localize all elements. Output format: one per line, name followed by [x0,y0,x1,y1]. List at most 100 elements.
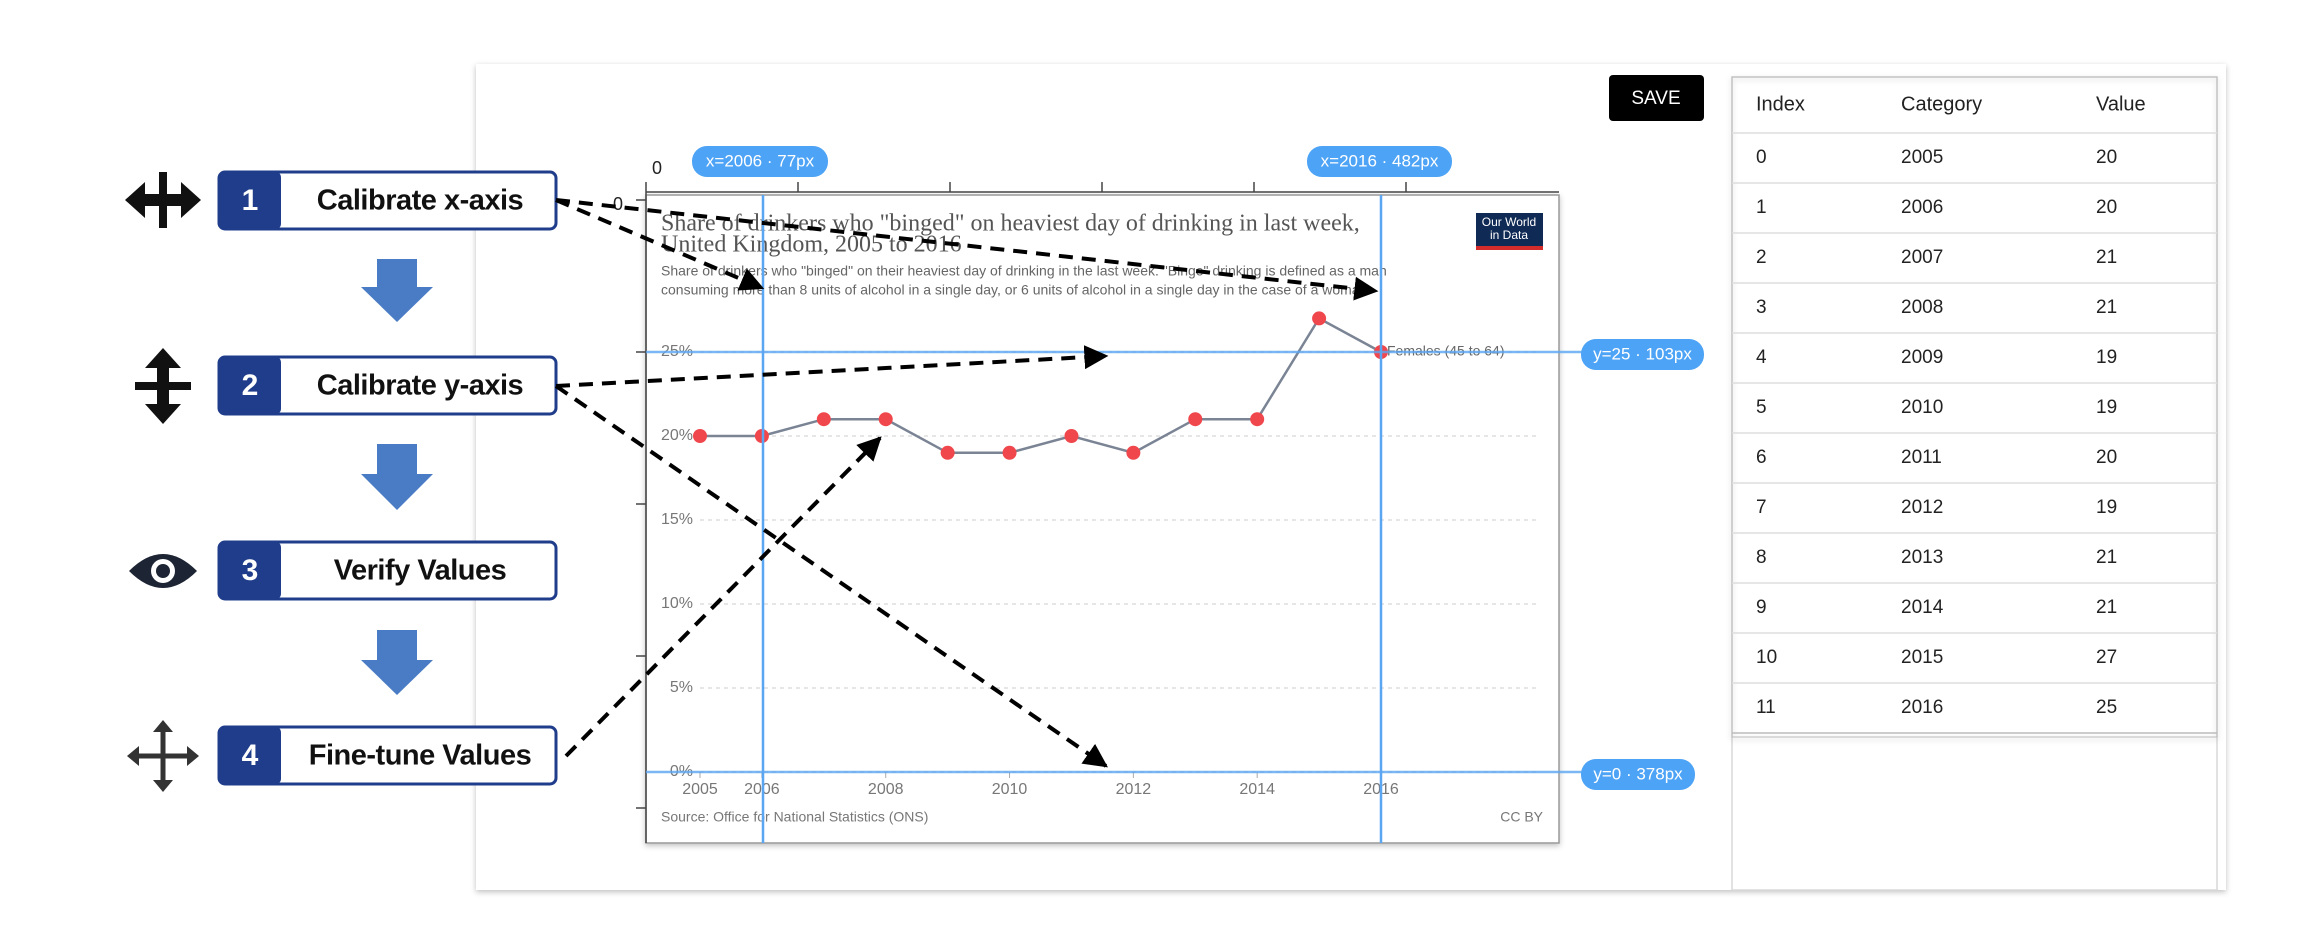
fine-tune-icon [127,720,199,792]
y-tick-label: 20% [661,427,693,444]
calibration-badge-text: y=25 · 103px [1593,344,1692,363]
point [1250,412,1265,427]
chart-source: Source: Office for National Statistics (… [661,809,928,825]
step-number: 2 [242,369,259,402]
chart-title: United Kingdom, 2005 to 2016 [661,232,962,258]
table-cell: 8 [1756,547,1767,568]
x-tick-label: 2014 [1239,781,1275,798]
table-cell: 2012 [1901,497,1943,518]
calibration-badge [1307,146,1452,177]
y-tick-label: 10% [661,595,693,612]
flow-arrows [361,259,433,695]
table-cell: 2014 [1901,597,1944,618]
table-cell: 21 [2096,247,2117,268]
x-tick-label: 2012 [1116,781,1152,798]
save-label: SAVE [1631,88,1680,109]
calibration-badge [1581,759,1695,790]
step-label: Calibrate y-axis [317,370,523,402]
calibration-badge [1581,339,1704,370]
table-cell: 2008 [1901,297,1943,318]
table-cell: 1 [1756,197,1767,218]
step-label: Fine-tune Values [309,740,531,772]
table-cell: 19 [2096,397,2117,418]
series-line [700,316,1382,455]
y-tick-label: 5% [670,679,693,696]
table-cell: 4 [1756,347,1767,368]
point [1312,311,1327,326]
table-header: Value [2096,93,2146,115]
content: 1 Calibrate x-axis 2 Calibrate y-axis 3 Verif… [217,75,2218,891]
x-tick-label: 2010 [992,781,1028,798]
calibration-badge-text: x=2016 · 482px [1321,151,1439,170]
table-cell: 2005 [1901,147,1943,168]
calibration-badge [692,146,828,177]
table-header: Index [1756,93,1805,115]
table-cell: 11 [1756,697,1776,718]
x-tick-label: 2005 [682,781,718,798]
table-cell: 5 [1756,397,1767,418]
y-axis-icon [135,348,191,424]
table-cell: 2 [1756,247,1767,268]
table-cell: 2009 [1901,347,1943,368]
table-cell: 19 [2096,497,2117,518]
table-cell: 20 [2096,147,2117,168]
logo-text: Our World [1482,215,1536,229]
step-number: 3 [242,554,259,587]
table-cell: 21 [2096,547,2117,568]
table-header: Category [1901,93,1982,115]
calibration-badge-text: y=0 · 378px [1593,764,1683,783]
table-cell: 2015 [1901,647,1943,668]
ruler-label: 0 [652,158,662,178]
x-tick-label: 2008 [868,781,904,798]
chart-license: CC BY [1500,809,1543,825]
table-cell: 0 [1756,147,1767,168]
ruler-label: 0 [613,194,623,214]
point [1064,429,1079,443]
save-button[interactable] [1609,75,1704,121]
point [1002,445,1017,460]
dashed-arrows [554,198,1379,768]
table-cell: 7 [1756,497,1767,518]
table-cell: 10 [1756,647,1777,668]
chart-subtitle: consuming more than 8 units of alcohol i… [661,282,1371,298]
point [1188,412,1203,427]
table-cell: 2007 [1901,247,1943,268]
point [1126,445,1141,460]
point [878,412,893,427]
calibration-badge-text: x=2006 · 77px [706,151,815,170]
table-cell: 2011 [1901,447,1942,468]
chart-title: Share of drinkers who "binged" on heavie… [661,211,1360,237]
point [693,429,707,443]
table-cell: 2006 [1901,197,1943,218]
table-cell: 19 [2096,347,2117,368]
step-label: Verify Values [334,555,506,587]
series-label: Females (45 to 64) [1387,343,1505,359]
point [940,445,955,460]
point [816,412,831,427]
table-cell: 20 [2096,447,2117,468]
table-cell: 6 [1756,447,1767,468]
table-cell: 2010 [1901,397,1943,418]
logo [1476,213,1543,250]
table-cell: 3 [1756,297,1767,318]
table-body-shadow [1731,76,2218,738]
step-number: 1 [242,184,259,217]
step-number: 4 [242,739,259,772]
table-cell: 20 [2096,197,2117,218]
step-number-box [219,172,281,229]
table-cell: 21 [2096,597,2117,618]
table-cell: 9 [1756,597,1767,618]
verify-icon [129,554,197,588]
table-cell: 21 [2096,297,2117,318]
chart-subtitle: Share of drinkers who "binged" on their … [661,263,1387,279]
y-tick-label: 15% [661,511,693,528]
logo-underline [1476,246,1543,250]
table-cell: 2013 [1901,547,1943,568]
table-cell: 25 [2096,697,2117,718]
step-number-box [219,542,281,599]
logo-text: in Data [1490,228,1528,242]
step-label: Calibrate x-axis [317,185,523,217]
table-cell: 2016 [1901,697,1943,718]
table-cell: 27 [2096,647,2117,668]
